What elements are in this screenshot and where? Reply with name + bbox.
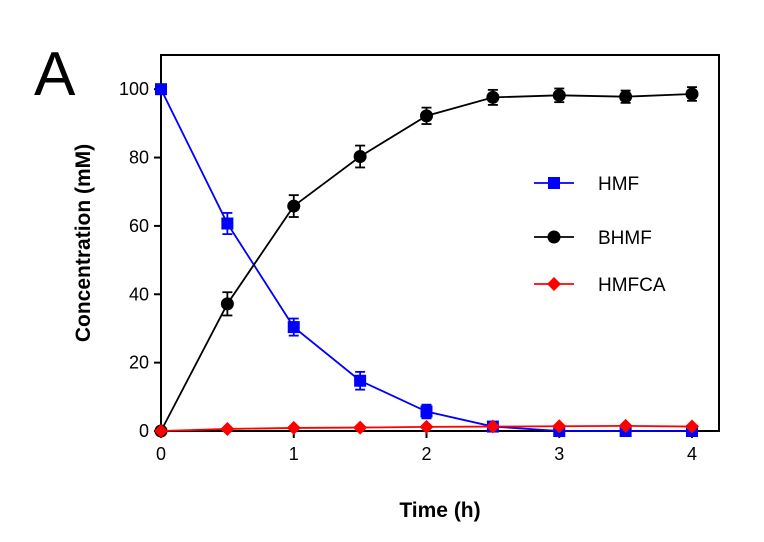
- legend-marker: [547, 277, 561, 291]
- legend-label: HMF: [598, 174, 639, 195]
- y-tick-label: 80: [129, 148, 149, 168]
- plot-frame: [160, 54, 720, 432]
- data-point: [618, 418, 633, 433]
- x-tick-label: 3: [554, 444, 564, 464]
- legend: HMF BHMF HMFCA: [534, 174, 666, 296]
- x-axis-label: Time (h): [399, 499, 480, 522]
- data-point: [419, 419, 434, 434]
- data-point: [286, 420, 301, 435]
- y-axis-label: Concentration (mM): [72, 144, 95, 342]
- y-tick-label: 100: [119, 79, 149, 99]
- data-point: [485, 419, 500, 434]
- y-tick-label: 60: [129, 216, 149, 236]
- data-point: [155, 83, 167, 96]
- data-point: [353, 420, 368, 435]
- x-tick-label: 1: [289, 444, 299, 464]
- data-point: [220, 297, 234, 311]
- legend-marker: [547, 230, 561, 244]
- data-point: [220, 421, 235, 436]
- data-point: [353, 150, 367, 164]
- x-tick-label: 0: [156, 444, 166, 464]
- data-point: [685, 419, 699, 434]
- data-point: [420, 109, 433, 123]
- data-point: [685, 87, 699, 101]
- series-bhmf: [154, 86, 699, 438]
- x-tick-label: 4: [687, 444, 697, 464]
- series-line: [160, 88, 692, 432]
- y-tick-label: 20: [129, 353, 149, 373]
- data-point: [486, 90, 500, 104]
- data-point: [619, 90, 633, 104]
- series-line: [160, 93, 693, 432]
- series-hmfca: [154, 418, 699, 438]
- legend-label: BHMF: [598, 228, 652, 249]
- data-point: [287, 321, 300, 334]
- data-point: [420, 405, 433, 418]
- y-tick-label: 0: [139, 421, 149, 441]
- data-point: [552, 88, 566, 102]
- data-point: [221, 217, 234, 230]
- data-point: [287, 199, 301, 213]
- data-point: [552, 419, 567, 434]
- x-tick-label: 2: [421, 444, 431, 464]
- legend-label: HMFCA: [598, 275, 666, 296]
- y-tick-label: 40: [129, 284, 149, 304]
- series-hmf: [155, 83, 698, 437]
- legend-marker: [548, 177, 560, 189]
- data-point: [354, 374, 367, 387]
- data-point: [154, 424, 168, 438]
- panel-label: A: [34, 40, 76, 109]
